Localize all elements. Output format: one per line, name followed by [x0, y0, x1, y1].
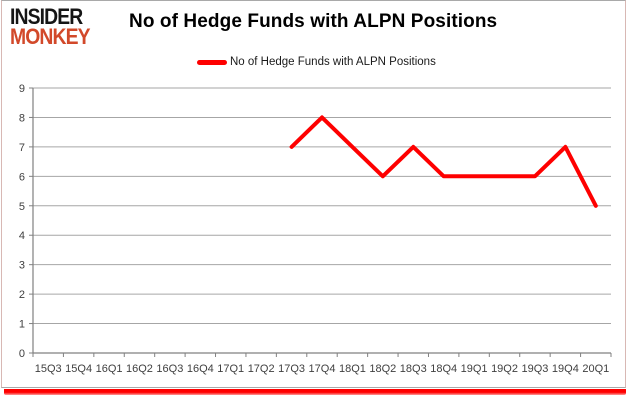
y-axis-tick-label: 1 [19, 319, 25, 331]
x-axis-tick-label: 16Q2 [126, 363, 153, 375]
y-axis-tick-label: 8 [19, 112, 25, 124]
x-axis-tick-label: 19Q3 [521, 363, 548, 375]
logo-line-monkey: MONKEY [10, 24, 91, 49]
insider-monkey-logo: INSIDER MONKEY [10, 4, 91, 49]
x-axis-tick-label: 17Q3 [278, 363, 305, 375]
x-axis-tick-label: 15Q3 [35, 363, 62, 375]
legend: No of Hedge Funds with ALPN Positions [197, 56, 436, 68]
x-axis-tick-label: 17Q1 [217, 363, 244, 375]
x-axis-tick-label: 18Q2 [369, 363, 396, 375]
legend-series-label: No of Hedge Funds with ALPN Positions [230, 56, 436, 68]
logo-line-insider: INSIDER [10, 4, 83, 29]
bottom-accent-bar [4, 389, 626, 395]
x-axis-tick-label: 16Q4 [187, 363, 214, 375]
y-axis-tick-label: 3 [19, 260, 25, 272]
y-axis-tick-label: 2 [19, 289, 25, 301]
x-axis-tick-label: 19Q1 [461, 363, 488, 375]
x-axis-tick-label: 19Q4 [552, 363, 579, 375]
x-axis-tick-label: 20Q1 [582, 363, 609, 375]
x-axis-tick-label: 18Q4 [430, 363, 457, 375]
y-axis-tick-label: 4 [19, 230, 25, 242]
y-axis-tick-label: 0 [19, 348, 25, 360]
chart-title: No of Hedge Funds with ALPN Positions [129, 11, 498, 32]
y-axis-tick-label: 5 [19, 201, 25, 213]
y-axis-tick-label: 7 [19, 142, 25, 154]
x-axis-tick-label: 16Q1 [96, 363, 123, 375]
y-axis-tick-label: 6 [19, 171, 25, 183]
x-axis-tick-label: 18Q1 [339, 363, 366, 375]
x-axis-tick-label: 18Q3 [400, 363, 427, 375]
x-axis-tick-label: 17Q4 [309, 363, 336, 375]
x-axis-tick-label: 15Q4 [65, 363, 92, 375]
x-axis-tick-label: 19Q2 [491, 363, 518, 375]
y-axis-tick-label: 9 [19, 83, 25, 95]
legend-line-marker [197, 59, 227, 65]
x-axis-tick-label: 17Q2 [248, 363, 275, 375]
x-axis-tick-label: 16Q3 [156, 363, 183, 375]
series-line [289, 115, 598, 208]
